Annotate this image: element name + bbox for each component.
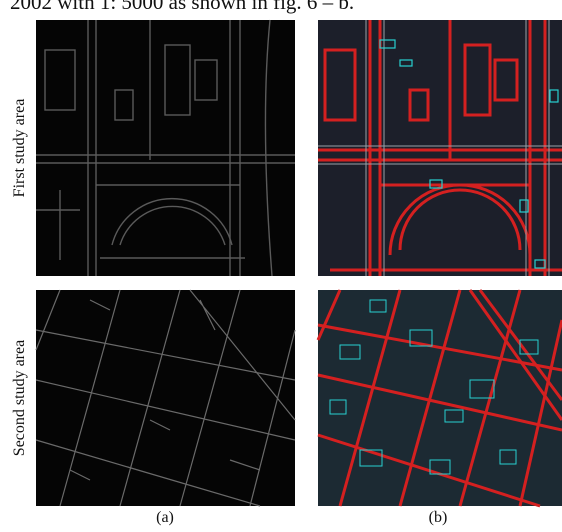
image-panel — [318, 290, 562, 506]
row-label: Second study area — [11, 340, 28, 456]
image-panel — [36, 20, 295, 276]
caption: (a) — [156, 509, 174, 526]
image-panel — [36, 290, 295, 506]
header-text: 2002 with 1: 5000 as shown in fig. 6 – b… — [10, 0, 354, 14]
figure: 2002 with 1: 5000 as shown in fig. 6 – b… — [0, 0, 562, 532]
caption: (b) — [429, 509, 448, 526]
image-panel — [318, 20, 562, 276]
row-label: First study area — [11, 99, 28, 198]
page: {"header": {"text": "2002 with 1: 5000 a… — [0, 0, 562, 532]
